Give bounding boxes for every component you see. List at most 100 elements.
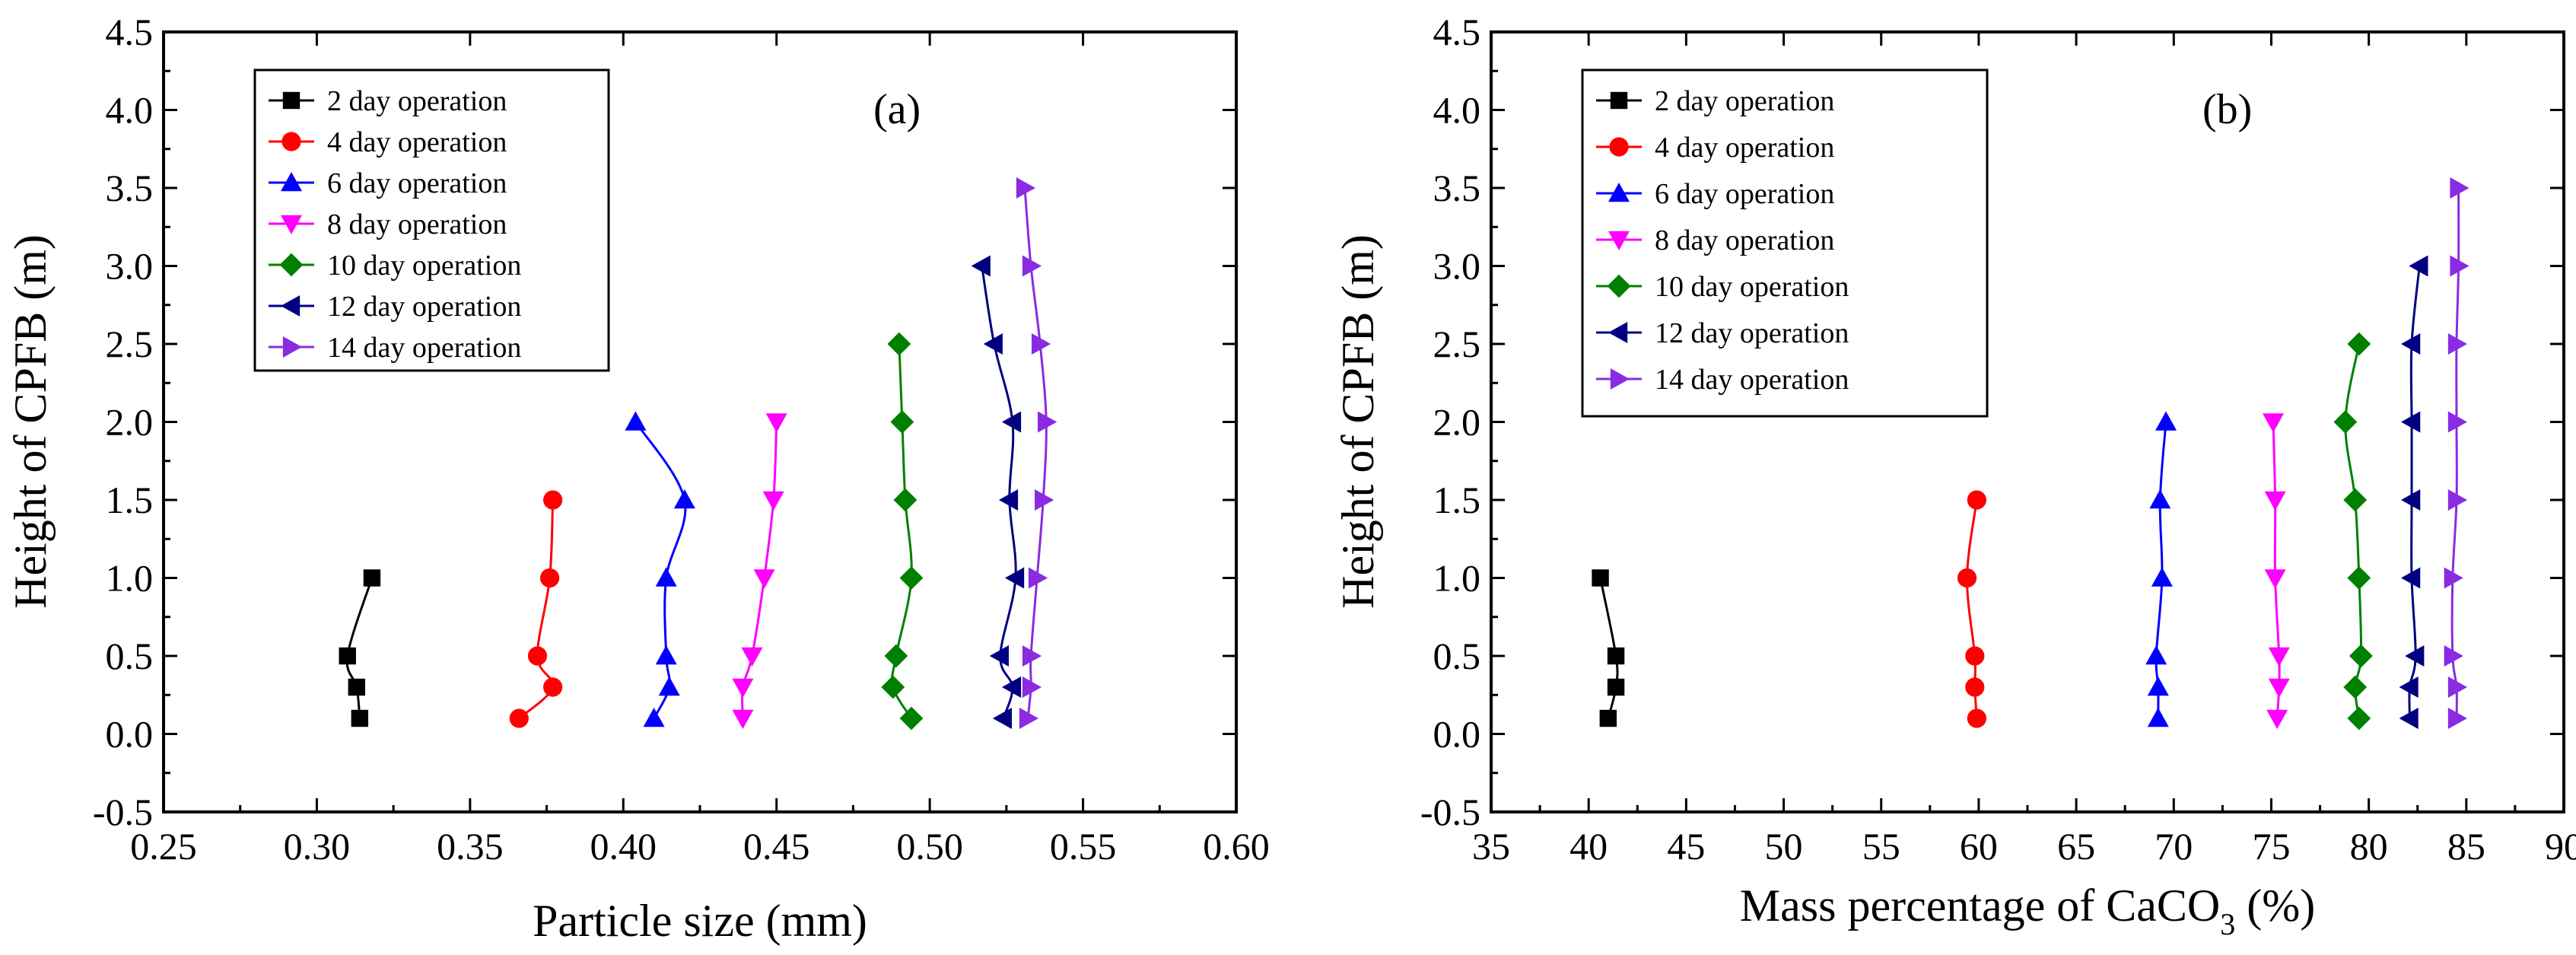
data-point-a-7 [1038, 411, 1057, 433]
series-a-7 [1016, 177, 1057, 729]
y-tick-label-a: 1.5 [106, 479, 154, 521]
data-point-a-3 [643, 708, 665, 727]
data-point-b-7 [2450, 177, 2469, 199]
data-point-a-4 [732, 709, 754, 729]
legend-item-a-3: 6 day operation [269, 167, 507, 199]
legend-label-b-4: 8 day operation [1655, 224, 1834, 256]
data-point-a-6 [983, 333, 1003, 355]
data-point-b-1 [1599, 709, 1617, 727]
series-b-3 [2145, 411, 2177, 727]
data-point-a-7 [1022, 645, 1042, 667]
x-tick-label-b: 75 [2252, 825, 2290, 867]
data-point-b-3 [2155, 411, 2177, 431]
legend-marker-a-5 [279, 253, 304, 277]
data-point-a-2 [527, 646, 548, 666]
data-point-b-6 [2401, 333, 2421, 355]
series-layer-b [1592, 177, 2469, 731]
data-point-b-7 [2447, 333, 2467, 355]
data-point-a-5 [893, 488, 918, 512]
data-point-b-7 [2447, 676, 2467, 698]
data-point-a-2 [509, 708, 529, 728]
data-point-a-4 [753, 569, 775, 589]
legend-label-a-1: 2 day operation [327, 85, 507, 117]
data-point-b-2 [1965, 646, 1985, 666]
data-point-b-3 [2145, 645, 2167, 665]
data-point-b-7 [2447, 489, 2467, 511]
data-point-a-3 [625, 411, 647, 431]
data-point-a-2 [540, 568, 560, 588]
data-point-b-1 [1607, 678, 1625, 696]
data-point-b-7 [2447, 411, 2467, 433]
x-tick-labels-b: 35 40 45 50 55 60 65 70 75 80 85 90 [1472, 825, 2576, 867]
data-point-a-7 [1022, 676, 1042, 698]
data-point-a-5 [899, 706, 924, 731]
data-point-a-4 [741, 647, 763, 667]
data-point-a-7 [1019, 708, 1039, 729]
x-axis-title-b-sub: 3 [2220, 907, 2235, 941]
legend-label-a-6: 12 day operation [327, 291, 521, 323]
series-line-a-6 [981, 266, 1017, 719]
data-point-b-3 [2147, 676, 2169, 696]
legend-item-a-4: 8 day operation [269, 209, 507, 240]
legend-marker-a-3 [281, 172, 302, 192]
legend-item-a-1: 2 day operation [269, 85, 507, 117]
data-point-a-6 [998, 489, 1019, 511]
panel-label-a: (a) [873, 86, 921, 133]
data-point-a-7 [1022, 255, 1042, 277]
data-point-b-2 [1957, 568, 1977, 588]
y-tick-label-a: 4.5 [106, 11, 154, 53]
legend-item-a-2: 4 day operation [269, 126, 507, 158]
data-point-b-4 [2264, 491, 2286, 511]
data-point-b-3 [2149, 489, 2171, 509]
y-tick-label-b: 0.5 [1433, 635, 1481, 677]
data-point-a-1 [363, 569, 381, 587]
legend-marker-b-2 [1609, 137, 1629, 157]
x-tick-label-a: 0.40 [590, 825, 657, 867]
y-tick-label-b: 2.5 [1433, 323, 1481, 365]
legend-item-b-1: 2 day operation [1596, 85, 1834, 117]
y-tick-label-a: 1.0 [106, 557, 154, 600]
y-tick-label-a: 4.0 [106, 89, 154, 132]
y-tick-label-b: 1.0 [1433, 557, 1481, 600]
data-point-b-4 [2264, 569, 2286, 589]
legend-marker-b-5 [1607, 274, 1631, 298]
legend-item-b-2: 4 day operation [1596, 132, 1834, 164]
data-point-b-6 [2405, 645, 2425, 667]
x-tick-label-b: 40 [1569, 825, 1608, 867]
data-point-a-4 [732, 678, 754, 698]
series-line-a-3 [634, 421, 687, 719]
legend-item-a-7: 14 day operation [269, 332, 521, 364]
data-point-a-3 [655, 645, 677, 665]
y-tick-label-a: 3.5 [106, 167, 154, 209]
axis-ticks-b [1490, 30, 2565, 813]
legend-marker-a-6 [281, 295, 301, 317]
data-point-a-3 [673, 489, 695, 509]
series-a-4 [732, 413, 787, 729]
y-tick-label-b: -0.5 [1420, 791, 1480, 833]
series-line-a-7 [1023, 187, 1048, 719]
x-tick-label-a: 0.50 [896, 825, 963, 867]
data-point-b-5 [2347, 566, 2371, 590]
series-b-4 [2263, 413, 2290, 729]
legend-b: 2 day operation 4 day operation 6 day oper… [1581, 68, 1989, 418]
series-b-2 [1957, 490, 1986, 728]
legend-label-a-7: 14 day operation [327, 332, 521, 364]
legend-item-b-7: 14 day operation [1596, 364, 1849, 396]
data-point-a-5 [881, 675, 905, 699]
data-point-b-2 [1967, 490, 1986, 510]
data-point-a-1 [339, 647, 356, 665]
data-point-a-6 [992, 708, 1013, 729]
x-tick-label-b: 85 [2447, 825, 2485, 867]
series-line-a-1 [345, 578, 374, 719]
x-tick-label-a: 0.55 [1050, 825, 1117, 867]
x-axis-title-b-main: Mass percentage of CaCO [1740, 880, 2220, 931]
x-tick-label-a: 0.25 [130, 825, 197, 867]
data-point-a-4 [765, 413, 787, 433]
legend-label-a-4: 8 day operation [327, 209, 507, 240]
data-point-b-2 [1965, 677, 1985, 697]
data-point-b-4 [2268, 678, 2290, 698]
data-point-a-1 [351, 709, 369, 727]
data-point-b-1 [1607, 647, 1625, 665]
data-point-b-6 [2401, 567, 2421, 589]
x-axis-title-b-tail: (%) [2235, 880, 2315, 931]
